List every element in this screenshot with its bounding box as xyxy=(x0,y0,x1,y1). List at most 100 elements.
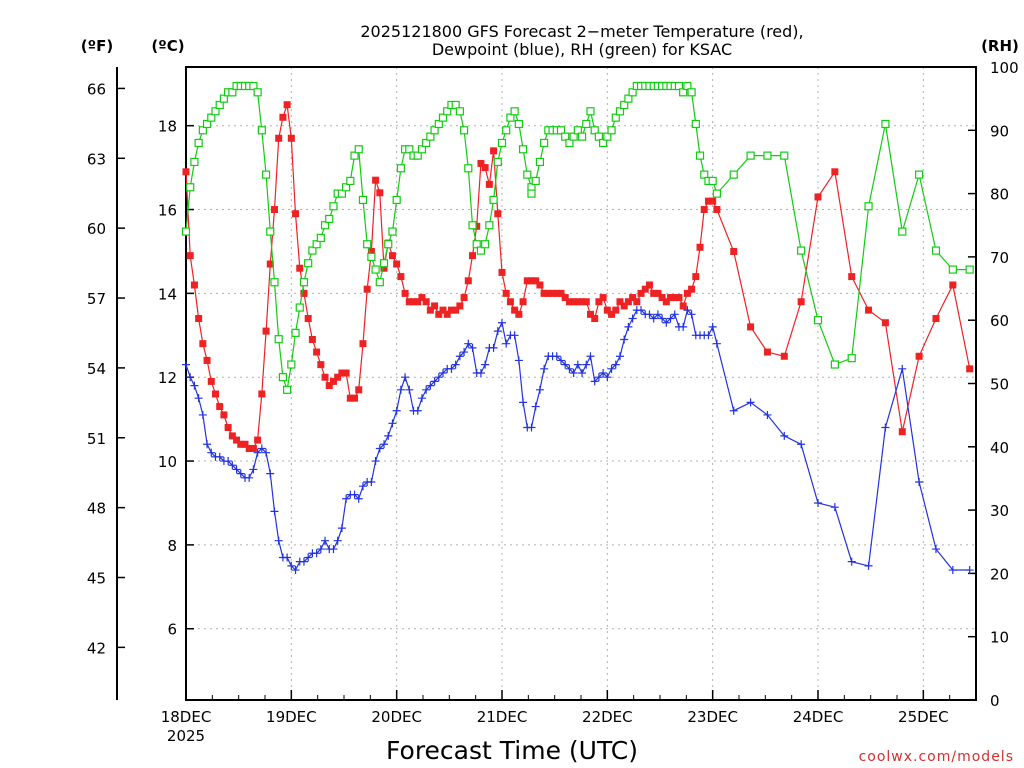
rh-point xyxy=(556,126,566,135)
dewpoint-point xyxy=(649,314,658,323)
dewpoint-point xyxy=(342,494,351,503)
temperature-point xyxy=(637,289,645,297)
rh-point xyxy=(308,246,317,255)
celsius-tick-label: 14 xyxy=(158,285,177,303)
rh-tick-label: 10 xyxy=(990,629,1009,647)
dewpoint-point xyxy=(578,369,587,378)
dewpoint-point xyxy=(392,406,401,415)
unit-fahrenheit-label: (ºF) xyxy=(81,37,113,55)
dewpoint-point xyxy=(249,465,258,474)
rh-point xyxy=(316,233,325,243)
rh-point xyxy=(594,132,604,141)
temperature-point xyxy=(228,432,236,440)
temperature-point xyxy=(688,285,696,293)
dewpoint-point xyxy=(948,566,957,575)
grid xyxy=(186,67,976,700)
rh-tick-label: 20 xyxy=(990,565,1009,583)
rh-point xyxy=(611,113,620,122)
dewpoint-point xyxy=(182,360,190,369)
temperature-point xyxy=(654,289,662,297)
rh-point xyxy=(674,81,684,91)
rh-point xyxy=(864,202,873,211)
temperature-point xyxy=(553,289,561,297)
dewpoint-point xyxy=(380,440,389,449)
rh-point xyxy=(304,259,313,268)
rh-tick-label: 90 xyxy=(990,122,1009,140)
dewpoint-point xyxy=(358,482,367,491)
x-tick-label: 21DEC xyxy=(477,708,528,726)
dewpoint-point xyxy=(245,473,254,482)
temperature-point xyxy=(287,134,295,142)
dewpoint-point xyxy=(228,461,237,470)
temperature-point xyxy=(367,247,375,255)
temperature-point xyxy=(388,252,396,260)
rh-point xyxy=(881,119,890,129)
temperature-point xyxy=(502,289,510,297)
rh-point xyxy=(299,278,309,287)
temperature-point xyxy=(186,252,194,260)
rh-tick-label: 30 xyxy=(990,502,1009,520)
rh-tick-label: 100 xyxy=(990,59,1019,77)
temperature-point xyxy=(254,436,262,444)
rh-point xyxy=(691,119,700,129)
temperature-point xyxy=(422,298,430,306)
rh-point xyxy=(459,126,469,135)
rh-point xyxy=(582,119,591,129)
rh-point xyxy=(430,126,439,135)
celsius-tick-label: 6 xyxy=(167,621,177,639)
rh-tick-label: 70 xyxy=(990,249,1009,267)
temperature-point xyxy=(506,298,514,306)
dewpoint-point xyxy=(624,322,633,331)
rh-point xyxy=(320,221,330,230)
dewpoint-point xyxy=(299,557,308,566)
temperature-point xyxy=(224,424,232,432)
temperature-point xyxy=(338,369,346,377)
dewpoint-point xyxy=(569,369,578,378)
dewpoint-point xyxy=(439,369,448,378)
dewpoint-point xyxy=(615,352,624,361)
dewpoint-point xyxy=(670,310,679,319)
dewpoint-point xyxy=(746,398,755,407)
temperature-point xyxy=(329,377,337,385)
dewpoint-point xyxy=(498,318,506,327)
fahrenheit-tick-label: 45 xyxy=(87,569,106,587)
dewpoint-point xyxy=(864,561,873,570)
rh-point xyxy=(695,151,705,160)
temperature-point xyxy=(233,436,241,444)
dewpoint-point xyxy=(628,314,637,323)
temperature-point xyxy=(325,382,333,390)
dewpoint-point xyxy=(405,385,414,394)
dewpoint-point xyxy=(915,478,924,487)
rh-tick-label: 50 xyxy=(990,376,1009,394)
x-axis-label: Forecast Time (UTC) xyxy=(386,736,638,765)
dewpoint-point xyxy=(729,406,738,415)
temperature-point xyxy=(582,298,590,306)
rh-point xyxy=(485,221,494,230)
dewpoint-point xyxy=(527,423,536,432)
celsius-tick-label: 16 xyxy=(158,202,177,220)
fahrenheit-tick-label: 51 xyxy=(87,430,106,448)
dewpoint-point xyxy=(797,440,806,449)
rh-point xyxy=(603,132,612,141)
temperature-point xyxy=(709,197,717,205)
temperature-point xyxy=(696,243,704,251)
temperature-point xyxy=(599,294,607,302)
rh-point xyxy=(186,183,195,192)
temperature-point xyxy=(549,289,557,297)
dewpoint-point xyxy=(489,343,498,352)
rh-point xyxy=(257,126,266,135)
dewpoint-point xyxy=(965,566,974,575)
rh-point xyxy=(489,195,498,205)
dewpoint-point xyxy=(666,314,675,323)
temperature-point xyxy=(237,440,245,448)
temperature-point xyxy=(603,306,611,314)
dewpoint-point xyxy=(540,364,549,373)
dewpoint-point xyxy=(881,423,890,432)
dewpoint-point xyxy=(401,373,410,382)
rh-point xyxy=(434,119,443,129)
rh-point xyxy=(228,88,237,97)
dewpoint-point xyxy=(262,448,271,457)
dewpoint-point xyxy=(203,440,212,449)
temperature-point xyxy=(195,315,203,323)
rh-point xyxy=(624,94,633,103)
